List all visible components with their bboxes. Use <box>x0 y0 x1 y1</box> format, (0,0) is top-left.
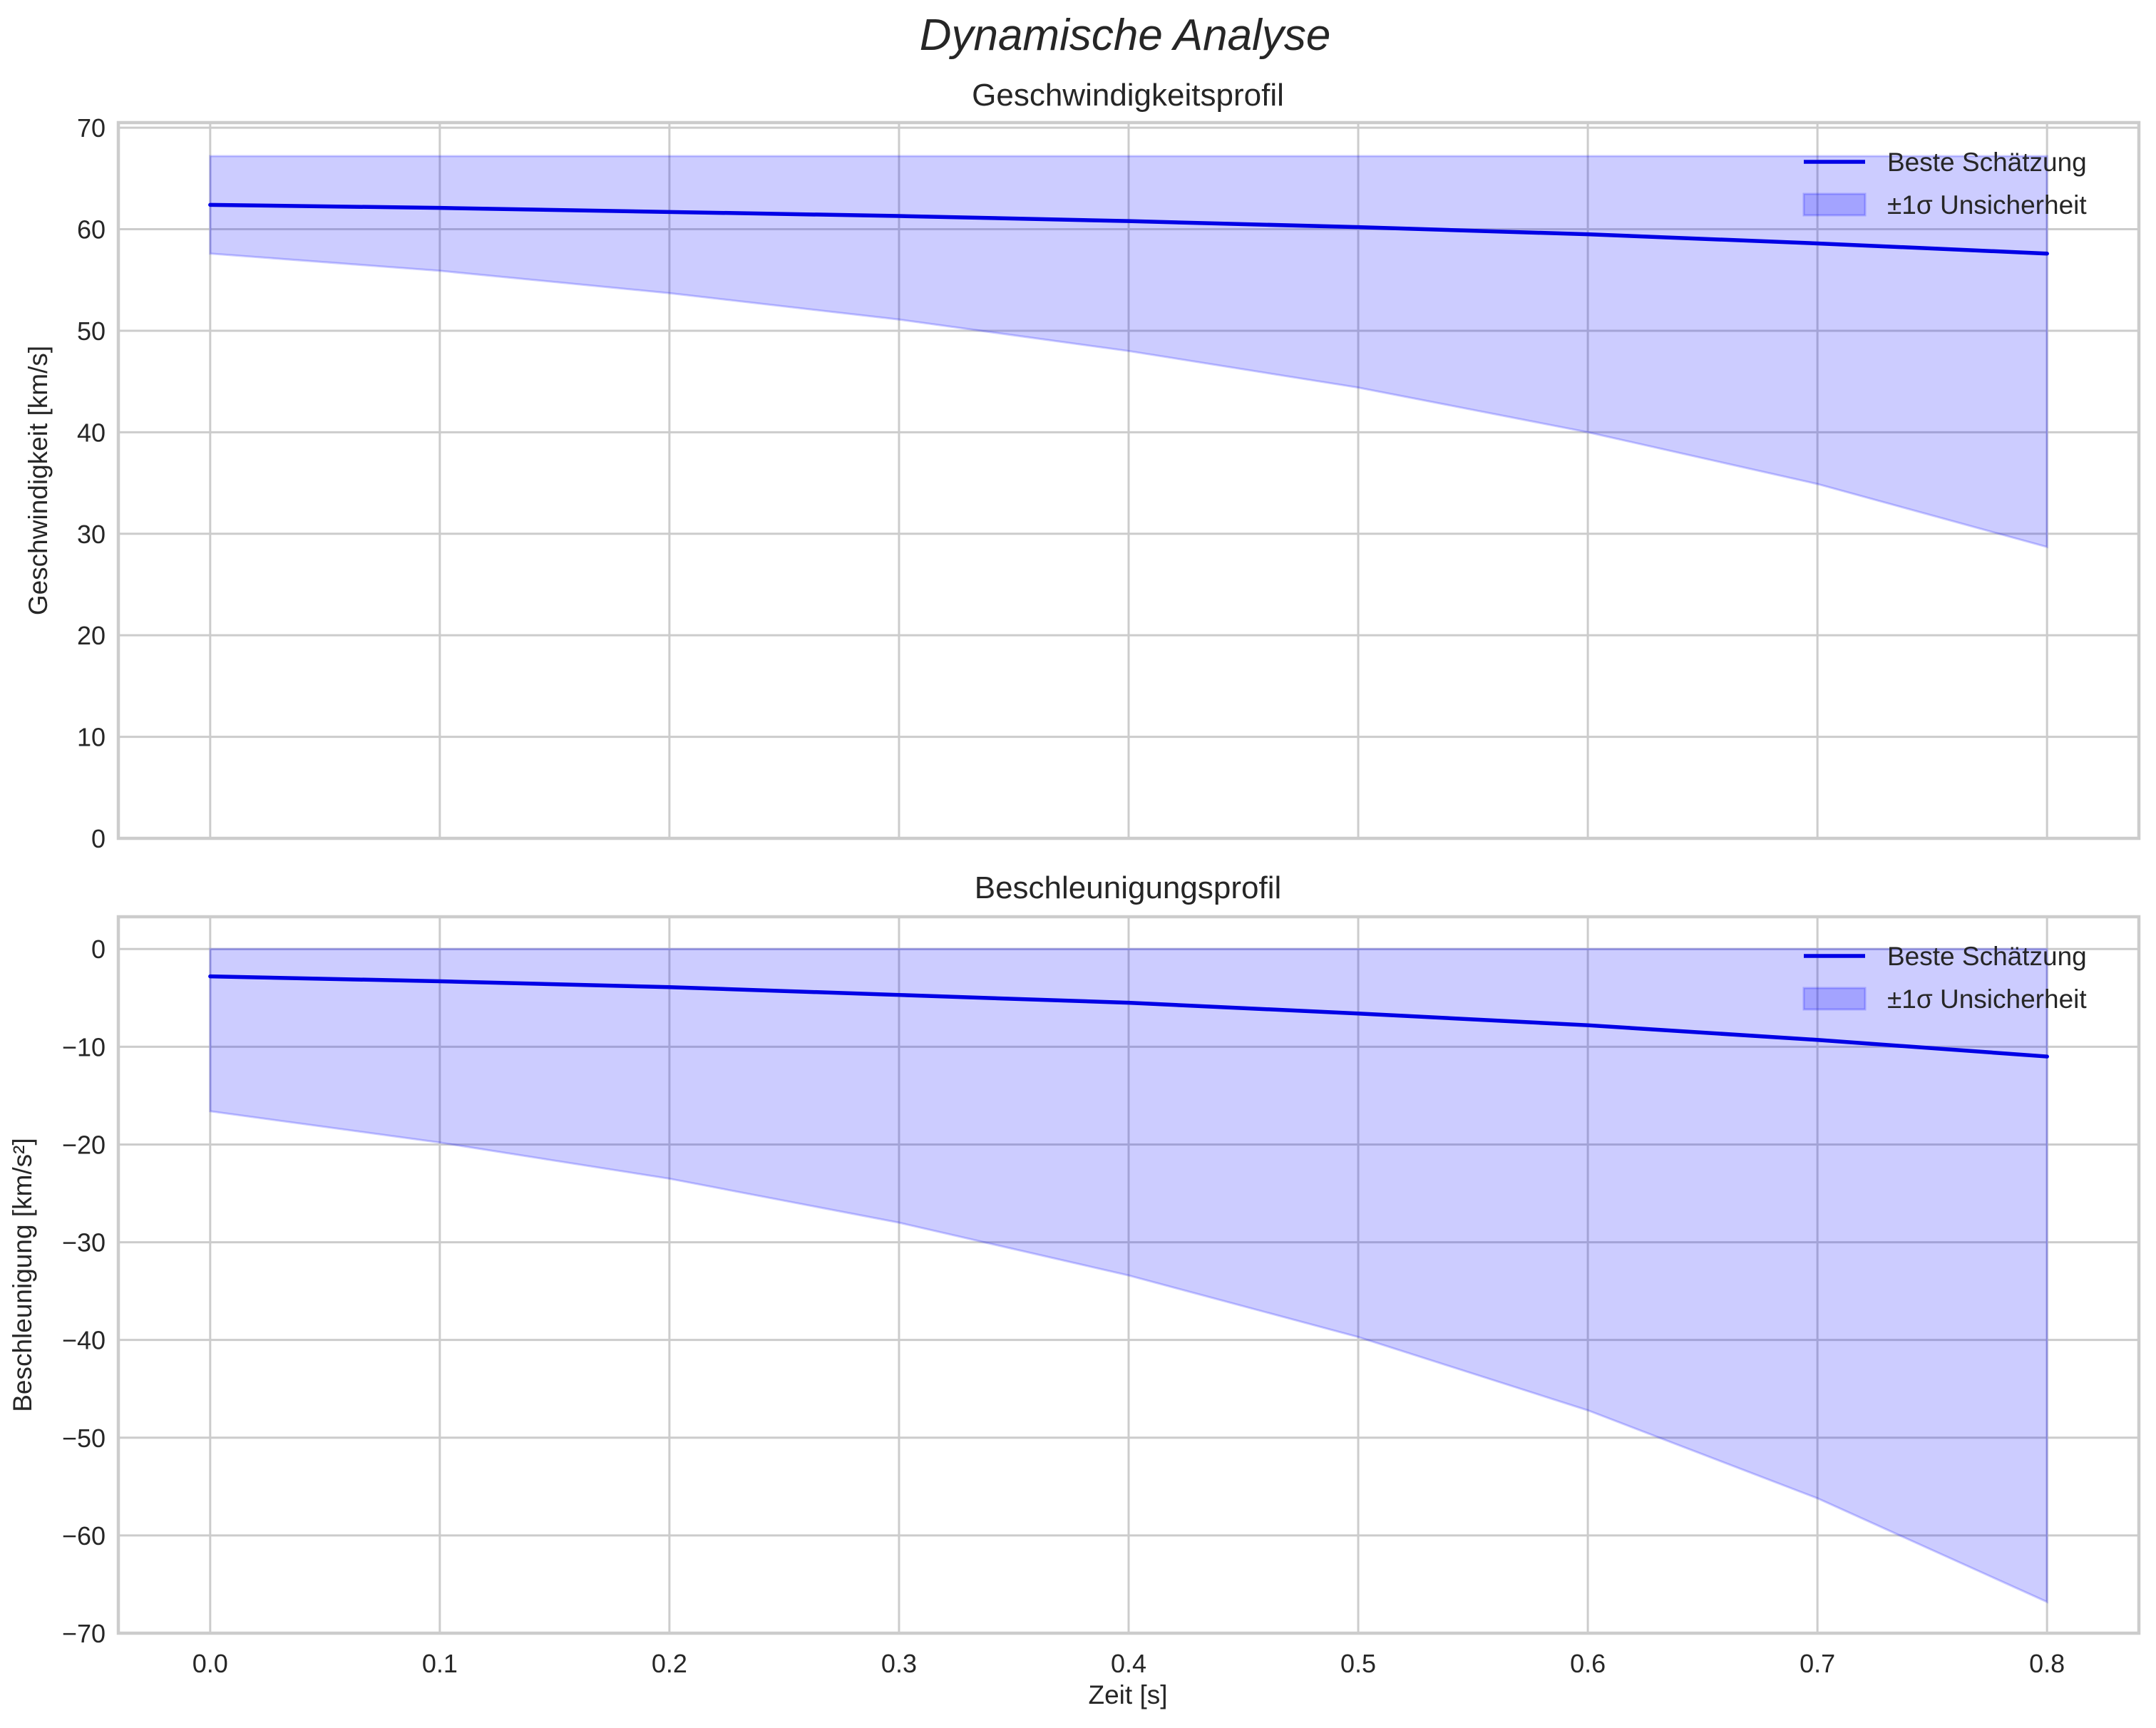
y-tick-label: 50 <box>77 317 106 346</box>
legend-band-label: ±1σ Unsicherheit <box>1887 190 2087 220</box>
x-tick-label: 0.6 <box>1570 1649 1606 1678</box>
x-tick-label: 0.4 <box>1111 1649 1146 1678</box>
y-tick-label: −20 <box>62 1130 106 1159</box>
acceleration-subplot: Beschleunigungsprofil 0 −10 −20 −30 −40 −50 −6… <box>8 870 2141 1709</box>
x-tick-label: 0.0 <box>192 1649 228 1678</box>
x-tick-label: 0.3 <box>881 1649 917 1678</box>
velocity-subplot: Geschwindigkeitsprofil 0 10 20 30 40 50 60 70 G… <box>24 78 2141 853</box>
acceleration-axes-frame <box>116 915 2141 1635</box>
y-tick-label: 70 <box>77 113 106 143</box>
acceleration-legend: Beste Schätzung ±1σ Unsicherheit <box>1802 942 2087 1014</box>
acceleration-grid <box>118 917 2139 1635</box>
y-tick-label: 0 <box>91 824 106 853</box>
velocity-best-estimate-line <box>208 202 2049 256</box>
acceleration-x-tick-labels: 0.0 0.1 0.2 0.3 0.4 0.5 0.6 0.7 0.8 <box>192 1649 2065 1678</box>
y-tick-label: −30 <box>62 1228 106 1258</box>
y-tick-label: −60 <box>62 1521 106 1550</box>
y-tick-label: 0 <box>91 935 106 964</box>
acceleration-uncertainty-band <box>209 947 2048 1604</box>
y-tick-label: 60 <box>77 215 106 245</box>
velocity-y-tick-labels: 0 10 20 30 40 50 60 70 <box>77 113 106 853</box>
y-tick-label: 40 <box>77 418 106 447</box>
velocity-uncertainty-band <box>209 155 2048 549</box>
acceleration-best-estimate-line <box>208 974 2049 1059</box>
velocity-axes-frame <box>116 120 2141 840</box>
acceleration-subplot-title: Beschleunigungsprofil <box>975 870 1282 905</box>
y-tick-label: −10 <box>62 1032 106 1061</box>
legend-band-swatch <box>1802 192 1867 217</box>
acceleration-y-tick-labels: 0 −10 −20 −30 −40 −50 −60 −70 <box>62 935 106 1648</box>
y-tick-label: 20 <box>77 621 106 650</box>
y-tick-label: −50 <box>62 1424 106 1453</box>
time-x-axis-label: Zeit [s] <box>1088 1680 1167 1709</box>
y-tick-label: 10 <box>77 723 106 752</box>
legend-band-swatch <box>1802 987 1867 1011</box>
y-tick-label: −40 <box>62 1326 106 1355</box>
x-tick-label: 0.8 <box>2029 1649 2065 1678</box>
x-tick-label: 0.5 <box>1340 1649 1376 1678</box>
velocity-y-axis-label: Geschwindigkeit [km/s] <box>24 346 53 615</box>
y-tick-label: 30 <box>77 520 106 549</box>
x-tick-label: 0.2 <box>652 1649 687 1678</box>
velocity-subplot-title: Geschwindigkeitsprofil <box>972 78 1284 113</box>
acceleration-y-axis-label: Beschleunigung [km/s²] <box>8 1138 37 1412</box>
legend-line-label: Beste Schätzung <box>1887 148 2087 177</box>
velocity-legend: Beste Schätzung ±1σ Unsicherheit <box>1802 148 2087 220</box>
legend-line-label: Beste Schätzung <box>1887 942 2087 971</box>
figure-suptitle: Dynamische Analyse <box>920 11 1331 60</box>
legend-band-label: ±1σ Unsicherheit <box>1887 984 2087 1014</box>
y-tick-label: −70 <box>62 1619 106 1648</box>
x-tick-label: 0.1 <box>422 1649 458 1678</box>
x-tick-label: 0.7 <box>1800 1649 1835 1678</box>
